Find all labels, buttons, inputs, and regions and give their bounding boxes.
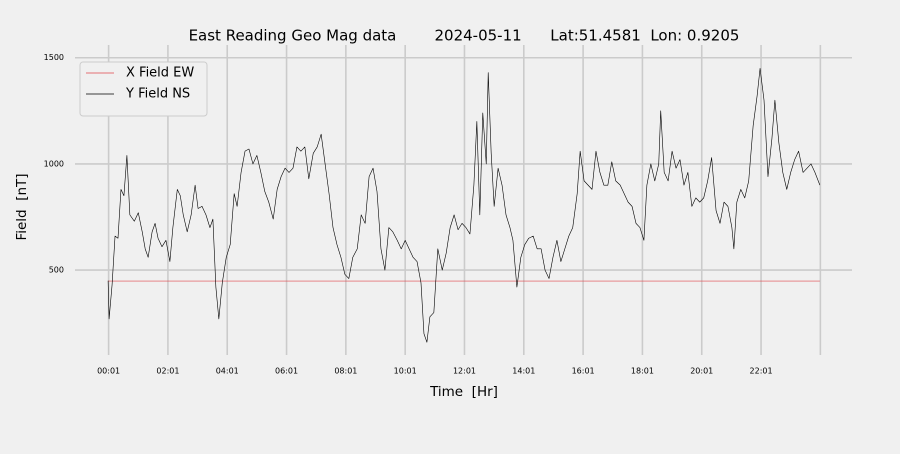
x-axis-label: Time [Hr] (429, 384, 498, 400)
legend: X Field EW Y Field NS (79, 61, 208, 117)
x-tick-label: 02:01 (156, 367, 179, 376)
y-tick-label: 1000 (44, 159, 64, 168)
x-tick-label: 22:01 (750, 367, 773, 376)
x-tick-label: 18:01 (631, 367, 654, 376)
x-tick-label: 12:01 (453, 367, 476, 376)
chart-title: East Reading Geo Mag data 2024-05-11 Lat… (189, 27, 740, 45)
x-tick-label: 16:01 (572, 367, 595, 376)
legend-label: X Field EW (126, 66, 194, 81)
x-tick-label: 08:01 (334, 367, 357, 376)
x-tick-label: 04:01 (216, 367, 239, 376)
y-tick-label: 500 (49, 266, 64, 275)
legend-label: Y Field NS (125, 87, 190, 102)
x-tick-label: 00:01 (97, 367, 120, 376)
x-tick-label: 20:01 (690, 367, 713, 376)
legend-box (79, 61, 208, 117)
x-tick-label: 10:01 (394, 367, 417, 376)
grid: 500 1000 1500 00:01 02:01 04:01 06:01 08:01 10:0… (44, 45, 852, 376)
x-tick-label: 06:01 (275, 367, 298, 376)
y-tick-label: 1500 (44, 53, 64, 62)
plot-area (107, 68, 821, 343)
x-tick-label: 14:01 (512, 367, 535, 376)
data-line (107, 68, 821, 343)
y-axis-label: Field [nT] (14, 173, 30, 240)
